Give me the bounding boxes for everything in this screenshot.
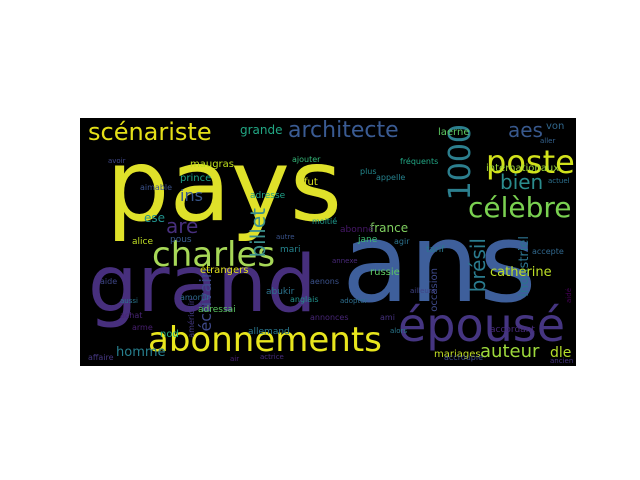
word-76: avoir <box>108 157 126 165</box>
word-48: pous <box>170 235 192 245</box>
word-2: grand <box>88 240 317 330</box>
word-10: célèbre <box>468 191 572 224</box>
word-23: ins <box>180 186 203 205</box>
word-31: mariages <box>434 349 481 360</box>
word-28: étrangers <box>200 265 249 276</box>
word-44: adresse <box>250 191 286 201</box>
word-60: américain <box>187 298 196 338</box>
word-34: accordant <box>490 325 535 335</box>
word-74: adopter <box>340 297 368 305</box>
word-56: aimable <box>140 183 173 192</box>
word-77: aussi <box>120 297 138 305</box>
word-65: ami <box>380 313 395 322</box>
word-78: aller <box>540 137 556 145</box>
word-29: fut <box>304 177 318 188</box>
word-35: von <box>546 121 565 132</box>
word-71: ailleurs <box>410 287 436 295</box>
word-68: aidé <box>565 288 573 303</box>
word-18: homme <box>116 345 166 360</box>
word-57: annonces <box>310 313 349 322</box>
word-39: jane <box>358 235 378 245</box>
word-50: aenons <box>310 277 340 286</box>
word-73: annexe <box>332 257 358 265</box>
word-17: dle <box>550 345 572 361</box>
word-55: arme <box>132 323 153 332</box>
word-30: russie <box>370 267 400 278</box>
word-8: poste <box>486 143 575 181</box>
word-58: ajouter <box>292 155 321 164</box>
word-79: ancien <box>550 357 574 365</box>
word-62: appelle <box>376 173 406 182</box>
word-51: accepte <box>532 247 564 256</box>
word-25: ese <box>144 211 166 225</box>
word-45: adressai <box>198 305 236 315</box>
word-61: accroupie <box>444 353 483 362</box>
word-0: pays <box>106 127 343 244</box>
word-11: bien <box>500 170 544 194</box>
word-59: anglais <box>290 295 319 304</box>
word-24: grande <box>240 123 283 137</box>
word-72: alors <box>390 327 408 335</box>
word-66: aide <box>100 277 118 286</box>
word-16: auteur <box>480 341 540 362</box>
word-37: allemand <box>248 327 290 337</box>
word-7: architecte <box>288 118 399 143</box>
word-4: abonnements <box>148 320 382 360</box>
word-53: agir <box>394 237 410 246</box>
word-41: nod <box>160 329 179 340</box>
word-70: actuel <box>548 177 570 185</box>
word-21: france <box>370 221 409 235</box>
word-49: amortir <box>180 293 210 302</box>
word-14: billet <box>246 208 270 258</box>
word-33: abonné <box>340 225 374 235</box>
word-3: épousé <box>398 298 566 352</box>
word-20: catherine <box>490 265 552 280</box>
word-22: are <box>166 214 199 238</box>
word-38: mari <box>280 245 301 255</box>
word-69: air <box>230 355 240 363</box>
word-1: ans <box>342 199 537 327</box>
word-15: brésil <box>466 238 490 293</box>
word-27: internationaux <box>486 163 560 174</box>
word-54: fréquents <box>400 157 439 166</box>
word-80: autre <box>276 233 295 241</box>
word-6: scénariste <box>88 118 212 146</box>
word-52: plus <box>360 167 377 176</box>
word-67: moitié <box>312 217 338 226</box>
word-63: affaire <box>88 353 114 362</box>
word-43: maugras <box>190 159 235 170</box>
word-47: alice <box>132 237 154 247</box>
word-46: abukir <box>266 287 295 297</box>
word-cloud: pays ans grand épousé abonnements charles scén… <box>80 118 576 366</box>
word-12: aes <box>508 118 543 142</box>
word-64: achat <box>120 311 143 320</box>
word-36: laerne <box>438 127 470 138</box>
word-75: actrice <box>260 353 284 361</box>
word-5: charles <box>152 235 276 275</box>
word-42: prince <box>180 173 212 184</box>
word-40: tarif <box>426 245 445 255</box>
